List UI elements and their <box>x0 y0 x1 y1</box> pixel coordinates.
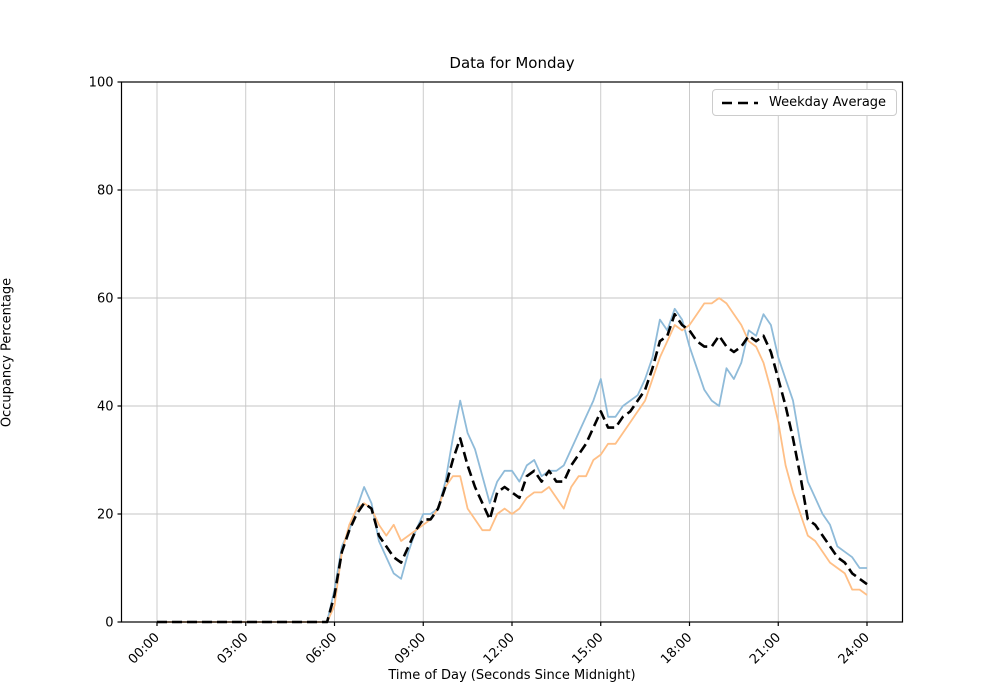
y-axis-label: Occupancy Percentage <box>0 277 15 428</box>
x-tick-label: 09:00 <box>392 630 429 667</box>
x-tick-label: 21:00 <box>747 630 784 667</box>
x-tick-label: 00:00 <box>126 630 163 667</box>
y-tick-label: 20 <box>97 508 114 523</box>
x-tick-label: 18:00 <box>658 630 695 667</box>
x-tick-label: 15:00 <box>569 630 606 667</box>
x-tick-label: 12:00 <box>481 630 518 667</box>
x-tick-label: 06:00 <box>303 630 340 667</box>
y-tick-label: 100 <box>89 76 114 91</box>
legend-dash-sample <box>722 101 758 104</box>
y-tick-label: 80 <box>97 184 114 199</box>
x-axis-label: Time of Day (Seconds Since Midnight) <box>388 668 636 683</box>
x-tick-label: 24:00 <box>836 630 873 667</box>
y-tick-label: 0 <box>105 616 113 631</box>
legend-label: Weekday Average <box>769 95 887 110</box>
y-tick-label: 40 <box>97 400 114 415</box>
y-tick-label: 60 <box>97 292 114 307</box>
legend: Weekday Average <box>712 89 897 116</box>
chart-title: Data for Monday <box>449 54 575 72</box>
x-tick-label: 03:00 <box>214 630 251 667</box>
